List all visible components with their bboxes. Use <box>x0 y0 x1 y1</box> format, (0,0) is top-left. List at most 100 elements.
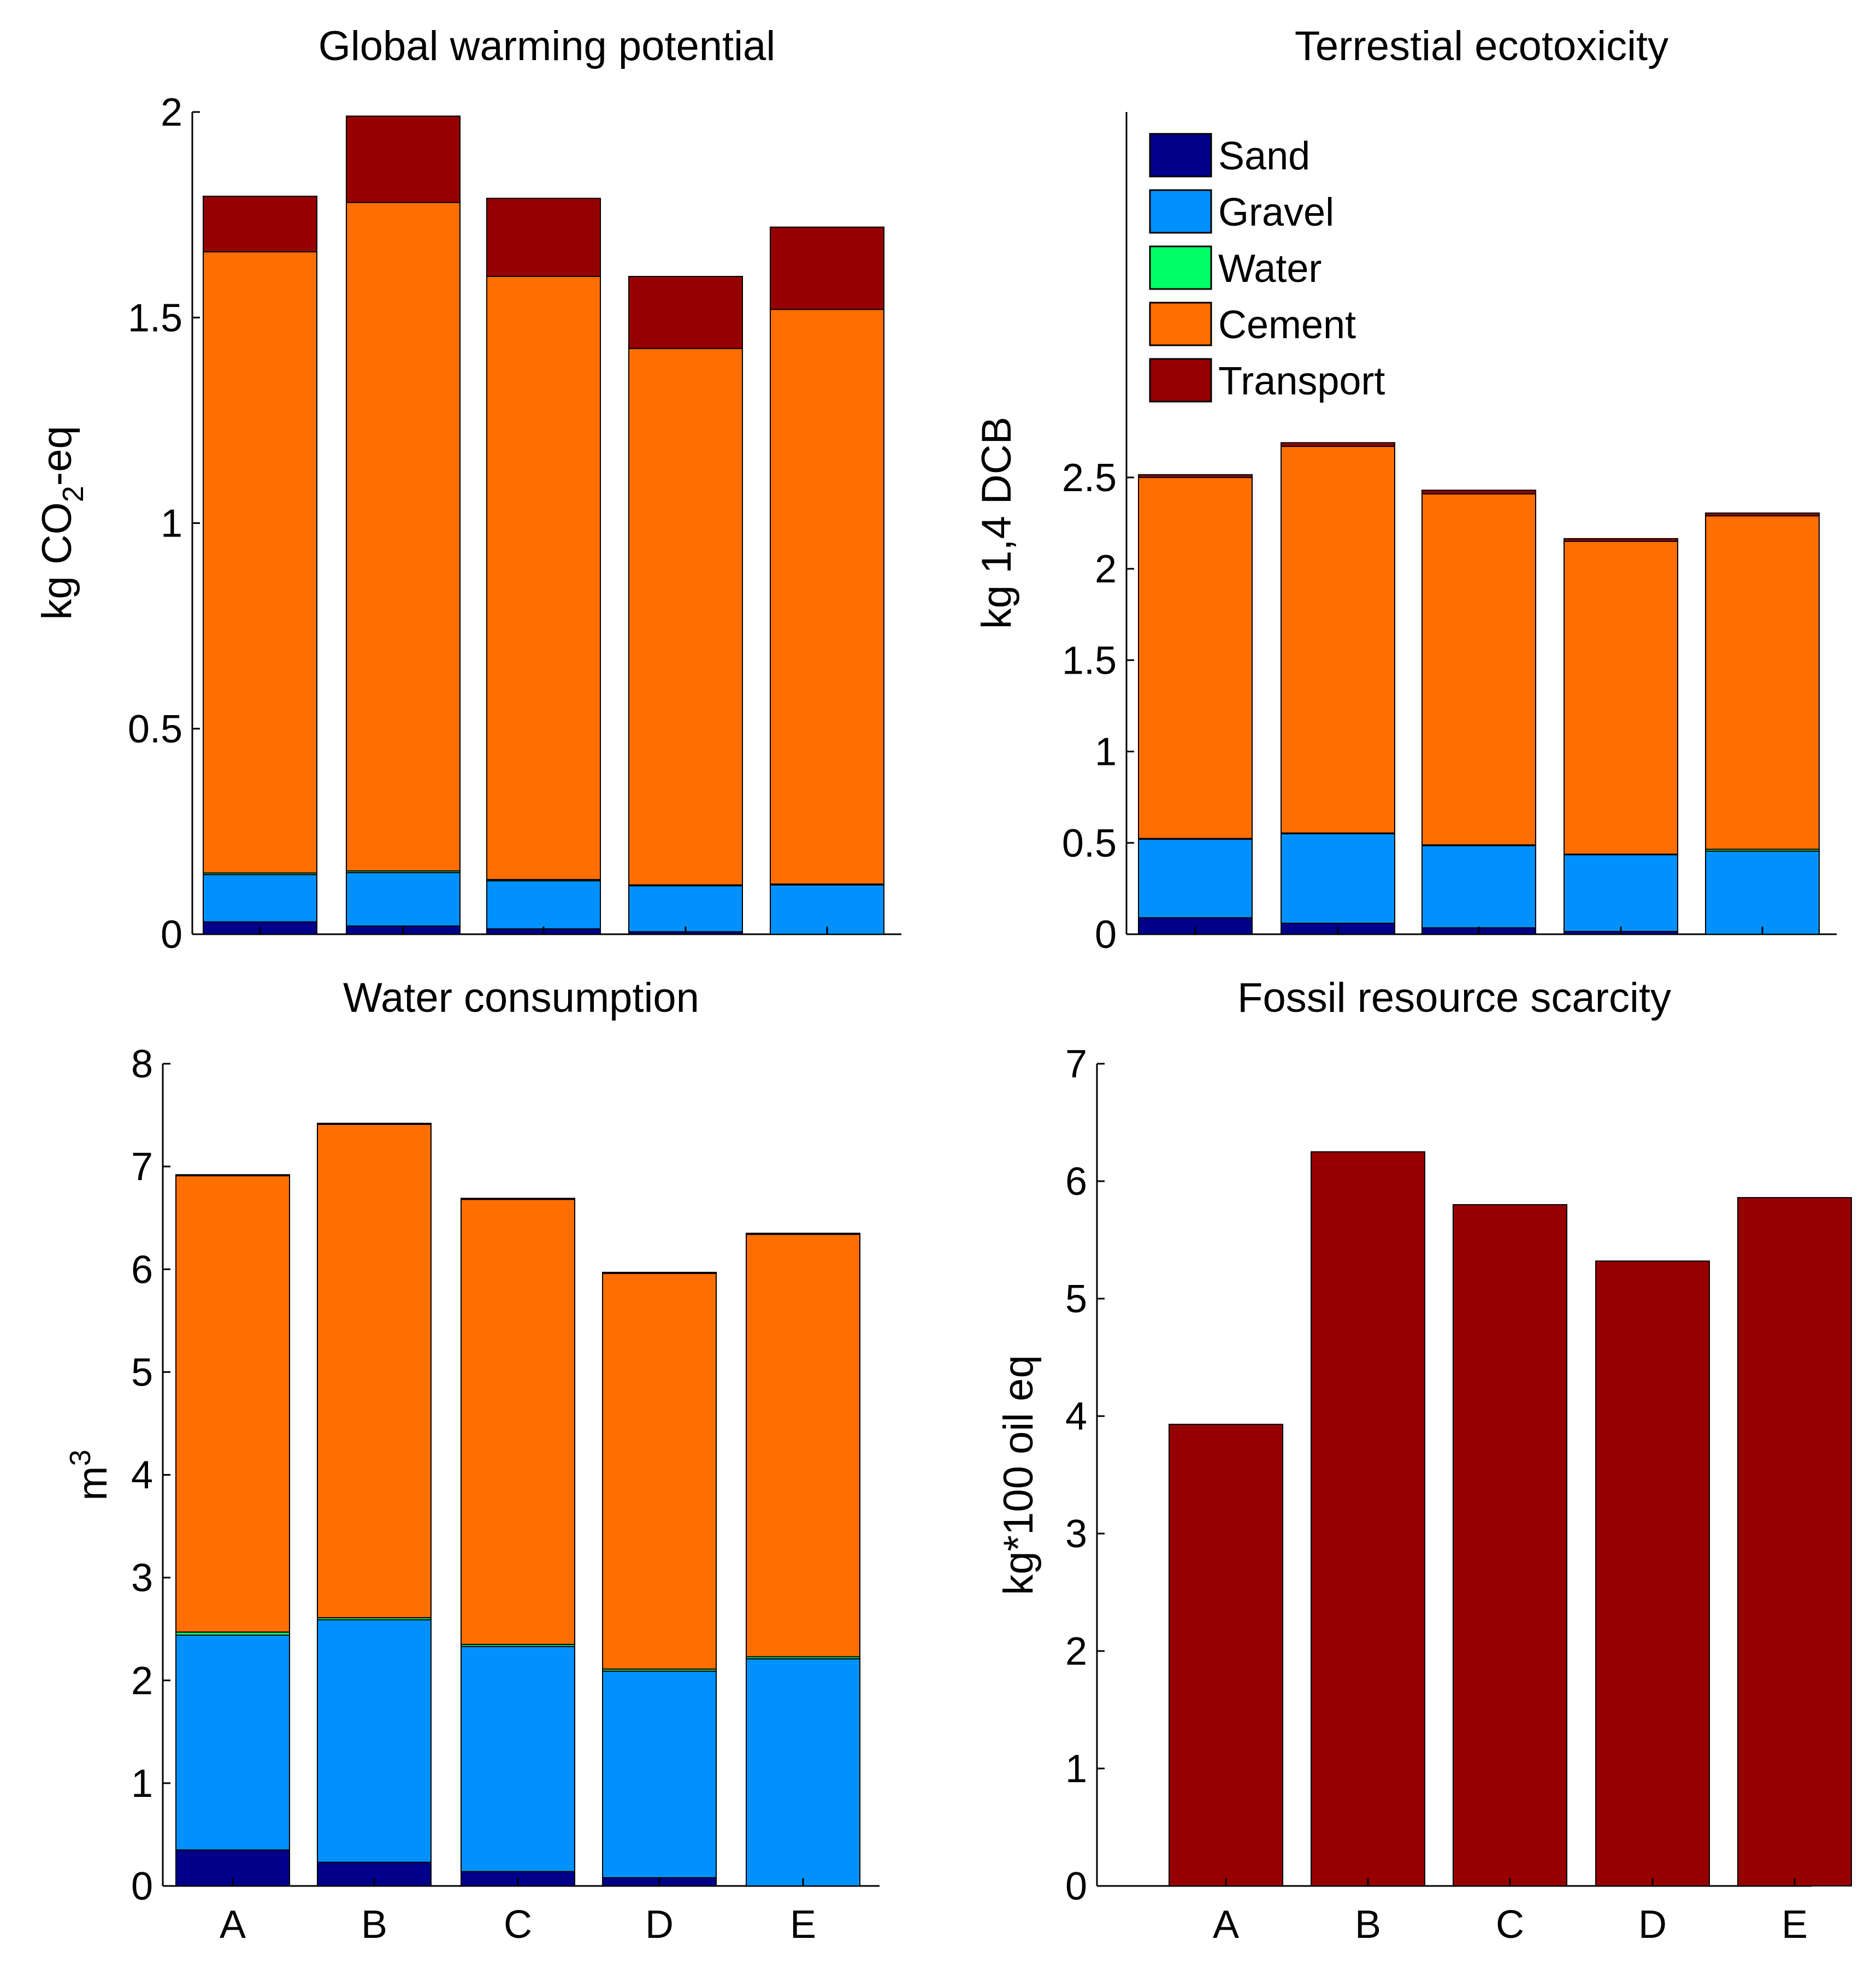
x-tick-label: E <box>1781 1903 1808 1947</box>
x-tick-label: D <box>1638 1903 1667 1947</box>
legend-swatch-cement <box>1149 302 1212 346</box>
y-tick-label: 2.5 <box>1062 456 1117 500</box>
bar-segment-gravel-e <box>1705 850 1820 935</box>
y-tick-label: 0 <box>1095 913 1117 957</box>
y-tick-label: 1 <box>1095 730 1117 774</box>
panel-fossil-resource-scarcity: Fossil resource scarcity 0 1 2 3 4 5 6 7 A B C D Ekg… <box>995 975 1852 1947</box>
bar-segment-cement-e <box>770 309 884 885</box>
y-axis-label: kg*100 oil eq <box>995 1355 1042 1595</box>
bar-segment-cement-c <box>486 276 601 880</box>
y-tick-label: 0 <box>1065 1865 1087 1908</box>
y-tick-label: 1 <box>161 502 182 546</box>
bar-segment-cement-c <box>1421 493 1536 846</box>
panel-water-consumption: Water consumption 0 1 2 3 4 5 6 7 8 A B C D Em3 <box>64 975 880 1947</box>
bar-segment-transport-b <box>317 1123 432 1125</box>
x-tick-label: C <box>1496 1903 1524 1947</box>
bar-segment-transport-a <box>1169 1424 1283 1887</box>
legend-label-cement: Cement <box>1218 303 1356 347</box>
bar-segment-transport-c <box>1421 490 1536 494</box>
x-tick-label: B <box>361 1903 387 1947</box>
bar-segment-cement-d <box>628 347 743 886</box>
bar-segment-gravel-a <box>175 1634 290 1851</box>
bar-segment-transport-c <box>461 1198 575 1200</box>
bar-segment-cement-e <box>1705 515 1820 850</box>
bar-segment-transport-b <box>1281 442 1395 447</box>
chart-title: Fossil resource scarcity <box>1237 975 1671 1021</box>
bar-segment-cement-a <box>203 251 317 874</box>
legend-label-water: Water <box>1218 247 1322 291</box>
bar-segment-gravel-d <box>628 885 743 933</box>
bar-segment-transport-d <box>1564 538 1678 542</box>
x-tick-label: B <box>1355 1903 1381 1947</box>
bar-segment-cement-a <box>175 1175 290 1633</box>
bar-segment-cement-b <box>1281 446 1395 834</box>
y-axis-label: kg 1,4 DCB <box>974 417 1020 629</box>
legend-label-transport: Transport <box>1218 359 1385 403</box>
y-tick-label: 0.5 <box>128 708 182 751</box>
y-tick-label: 5 <box>1065 1277 1087 1321</box>
y-tick-label: 2 <box>161 91 182 134</box>
bar-segment-cement-b <box>346 202 461 872</box>
legend-swatch-transport <box>1149 358 1212 403</box>
x-tick-label: A <box>1213 1903 1239 1947</box>
bar-segment-gravel-c <box>486 880 601 930</box>
bar-segment-transport-e <box>1737 1197 1852 1887</box>
bar-segment-transport-a <box>175 1174 290 1177</box>
y-tick-label: 4 <box>131 1454 153 1498</box>
y-tick-label: 2 <box>1095 547 1117 591</box>
y-tick-label: 6 <box>131 1248 153 1292</box>
bar-segment-transport-b <box>1311 1151 1425 1886</box>
y-axis-label: m3 <box>64 1449 116 1500</box>
bar-segment-gravel-e <box>770 884 884 935</box>
y-tick-label: 2 <box>1065 1630 1087 1673</box>
y-tick-label: 4 <box>1065 1395 1087 1438</box>
bar-segment-gravel-e <box>746 1658 860 1886</box>
bar-segment-transport-c <box>1453 1204 1567 1886</box>
y-tick-label: 3 <box>1065 1512 1087 1556</box>
y-tick-label: 1.5 <box>128 296 182 340</box>
bar-segment-transport-a <box>1138 474 1253 478</box>
y-tick-label: 3 <box>131 1557 153 1600</box>
bar-segment-gravel-a <box>203 874 317 923</box>
bar-segment-cement-c <box>461 1199 575 1645</box>
x-tick-label: D <box>645 1903 674 1947</box>
legend-swatch-sand <box>1149 133 1212 178</box>
bar-segment-cement-d <box>602 1272 717 1670</box>
legend-label-sand: Sand <box>1218 134 1310 178</box>
bar-segment-cement-e <box>746 1234 860 1658</box>
bar-segment-transport-e <box>1705 512 1820 517</box>
y-tick-label: 0 <box>161 913 182 957</box>
bar-segment-cement-b <box>317 1123 432 1618</box>
bar-segment-transport-a <box>203 196 317 252</box>
chart-title: Water consumption <box>343 975 699 1021</box>
y-tick-label: 1 <box>131 1762 153 1806</box>
bar-segment-gravel-a <box>1138 839 1253 918</box>
bar-segment-cement-a <box>1138 476 1253 839</box>
bar-segment-gravel-d <box>602 1670 717 1878</box>
y-tick-label: 0.5 <box>1062 822 1117 865</box>
y-tick-label: 5 <box>131 1351 153 1394</box>
bar-segment-transport-d <box>602 1271 717 1274</box>
y-tick-label: 7 <box>1065 1042 1087 1086</box>
bar-segment-gravel-d <box>1564 854 1678 932</box>
chart-title: Global warming potential <box>318 23 775 69</box>
y-tick-label: 1.5 <box>1062 639 1117 682</box>
legend-swatch-water <box>1149 245 1212 290</box>
legend-label-gravel: Gravel <box>1218 191 1334 234</box>
y-tick-label: 2 <box>131 1659 153 1703</box>
x-tick-label: C <box>504 1903 532 1947</box>
panel-global-warming-potential: Global warming potential 0 0.5 1 1.5 2 kg CO2… <box>34 23 901 957</box>
legend-swatch-gravel <box>1149 189 1212 234</box>
y-tick-label: 6 <box>1065 1160 1087 1204</box>
bar-segment-gravel-b <box>317 1619 432 1863</box>
y-axis-label: kg CO2-eq <box>34 426 90 620</box>
bar-segment-gravel-b <box>346 872 461 927</box>
x-tick-label: E <box>790 1903 816 1947</box>
y-tick-label: 0 <box>131 1865 153 1908</box>
bar-segment-transport-c <box>486 198 601 277</box>
chart-title: Terrestial ecotoxicity <box>1295 23 1668 69</box>
bar-segment-transport-d <box>628 276 743 349</box>
y-tick-label: 8 <box>131 1042 153 1086</box>
bar-segment-gravel-c <box>1421 845 1536 929</box>
